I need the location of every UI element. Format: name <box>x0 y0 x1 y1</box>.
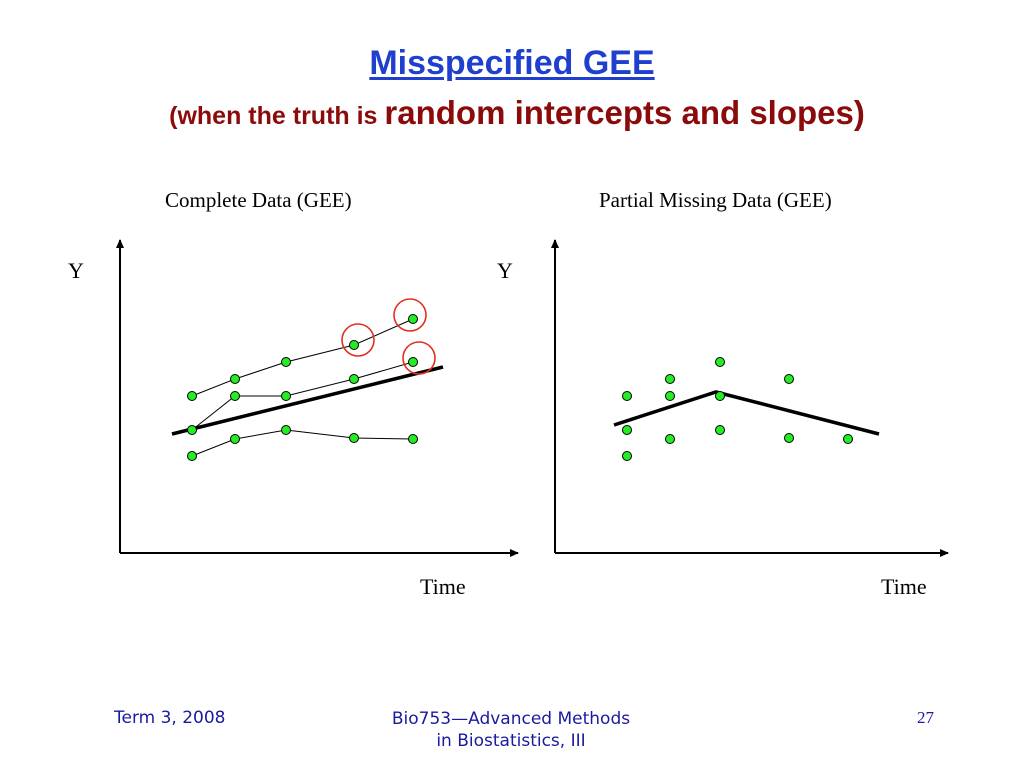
footer-course: Bio753—Advanced Methods in Biostatistics… <box>341 708 681 752</box>
page-number: 27 <box>917 708 934 727</box>
left-panel-title: Complete Data (GEE) <box>165 188 352 212</box>
data-point <box>281 425 291 435</box>
subtitle-prefix: (when the truth is <box>169 102 385 130</box>
data-point <box>349 374 359 384</box>
data-point <box>665 391 675 401</box>
left-gee-fit-line <box>171 365 444 436</box>
slide-subtitle: (when the truth is random intercepts and… <box>0 94 1024 132</box>
data-point <box>784 374 794 384</box>
data-point <box>187 451 197 461</box>
trajectory-subject-3 <box>191 429 414 457</box>
left-x-axis-label: Time <box>420 574 466 599</box>
data-point <box>665 374 675 384</box>
data-point <box>187 425 197 435</box>
slide-title: Misspecified GEE <box>369 44 655 82</box>
data-point <box>349 433 359 443</box>
footer-term: Term 3, 2008 <box>114 708 226 728</box>
data-point <box>622 451 632 461</box>
footer-course-line2: in Biostatistics, III <box>436 731 586 751</box>
data-point <box>408 434 418 444</box>
data-point <box>230 434 240 444</box>
data-point <box>715 425 725 435</box>
trajectory-subject-1 <box>191 318 414 397</box>
data-point <box>622 391 632 401</box>
right-x-axis-label: Time <box>881 574 927 599</box>
right-panel-title: Partial Missing Data (GEE) <box>599 188 832 212</box>
data-point <box>843 434 853 444</box>
data-point <box>408 357 418 367</box>
data-point <box>230 374 240 384</box>
data-point <box>715 391 725 401</box>
data-point <box>281 391 291 401</box>
data-point <box>622 425 632 435</box>
right-gee-fit-line <box>613 390 880 436</box>
subtitle-emphasis: random intercepts and slopes) <box>384 94 865 131</box>
highlight-circle <box>341 323 375 357</box>
data-point <box>230 391 240 401</box>
data-point <box>665 434 675 444</box>
data-point <box>349 340 359 350</box>
left-y-axis-label: Y <box>68 258 84 283</box>
data-point <box>715 357 725 367</box>
data-point <box>187 391 197 401</box>
data-point <box>408 314 418 324</box>
data-point <box>281 357 291 367</box>
highlight-circle <box>393 298 427 332</box>
right-y-axis-label: Y <box>497 258 513 283</box>
footer-course-line1: Bio753—Advanced Methods <box>391 709 631 729</box>
highlight-circle <box>402 341 436 375</box>
data-point <box>784 433 794 443</box>
